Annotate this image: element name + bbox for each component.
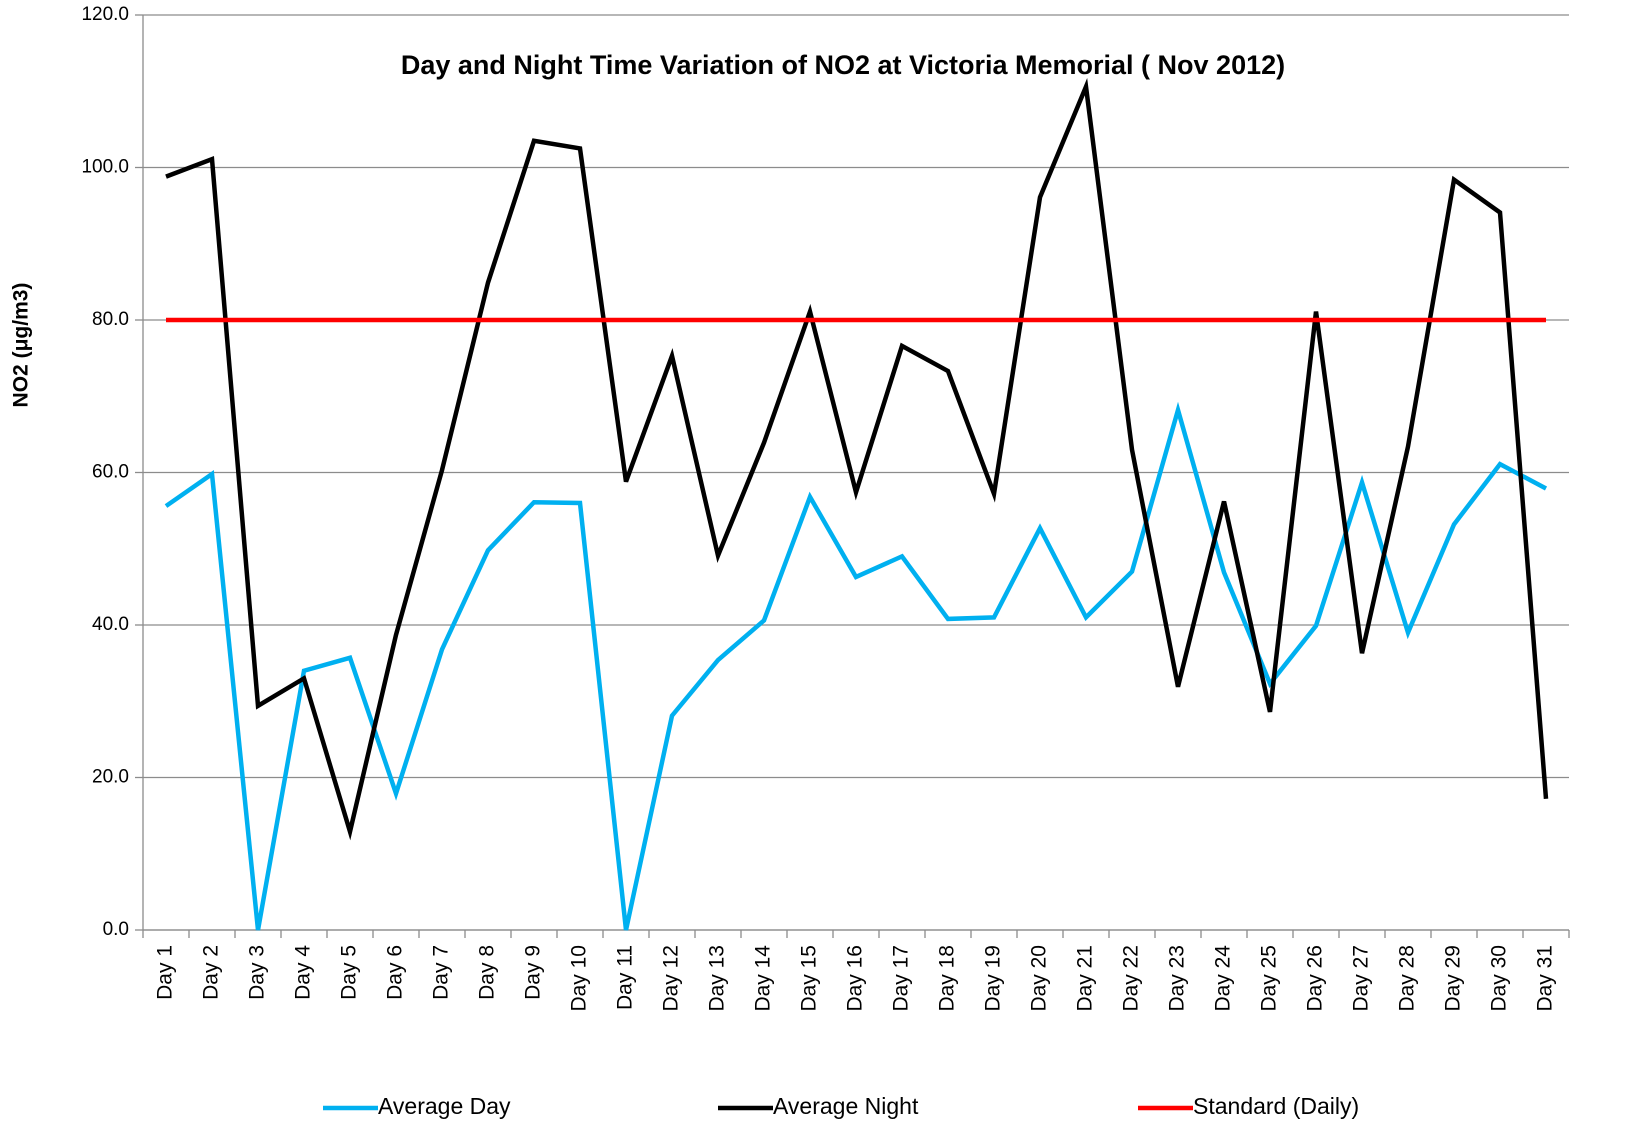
line-series <box>165 78 1549 841</box>
y-tick-label: 40.0 <box>92 614 129 635</box>
x-tick-label: Day 7 <box>430 945 453 1000</box>
x-tick-label: Day 1 <box>154 945 177 1000</box>
y-tick-label: 60.0 <box>92 462 129 483</box>
x-tick-label: Day 25 <box>1258 945 1281 1012</box>
x-tick-label: Day 29 <box>1442 945 1465 1012</box>
x-tick-label: Day 20 <box>1028 945 1051 1012</box>
x-tick-label: Day 6 <box>384 945 407 1000</box>
x-tick-label: Day 2 <box>200 945 223 1000</box>
x-tick-label: Day 31 <box>1534 945 1557 1012</box>
y-tick-label: 80.0 <box>92 309 129 330</box>
x-tick-label: Day 8 <box>476 945 499 1000</box>
y-tick-label: 20.0 <box>92 767 129 788</box>
y-tick-label: 100.0 <box>81 157 129 178</box>
x-tick-label: Day 4 <box>292 945 315 1000</box>
x-tick-label: Day 28 <box>1396 945 1419 1012</box>
x-tick-label: Day 22 <box>1120 945 1143 1012</box>
x-tick-label: Day 5 <box>338 945 361 1000</box>
legend-label: Average Night <box>773 1093 919 1119</box>
x-tick-label: Day 26 <box>1304 945 1327 1012</box>
legend-label: Average Day <box>378 1093 511 1119</box>
y-axis-label: NO2 (μg/m3) <box>10 283 33 408</box>
x-tick-label: Day 21 <box>1074 945 1097 1012</box>
x-tick-label: Day 18 <box>936 945 959 1012</box>
line-series <box>164 401 1548 931</box>
chart-title: Day and Night Time Variation of NO2 at V… <box>401 50 1285 80</box>
x-tick-label: Day 19 <box>982 945 1005 1012</box>
y-tick-label: 120.0 <box>81 4 129 25</box>
x-tick-label: Day 11 <box>614 945 637 1010</box>
x-tick-label: Day 15 <box>798 945 821 1012</box>
y-tick-label: 0.0 <box>103 919 129 940</box>
x-tick-label: Day 13 <box>706 945 729 1012</box>
x-tick-label: Day 24 <box>1212 945 1235 1012</box>
x-tick-label: Day 3 <box>246 945 269 1000</box>
x-tick-label: Day 10 <box>568 945 591 1012</box>
x-tick-label: Day 30 <box>1488 945 1511 1012</box>
x-tick-label: Day 16 <box>844 945 867 1012</box>
x-tick-label: Day 17 <box>890 945 913 1012</box>
x-tick-label: Day 27 <box>1350 945 1373 1012</box>
x-tick-label: Day 23 <box>1166 945 1189 1012</box>
x-tick-label: Day 12 <box>660 945 683 1012</box>
x-tick-label: Day 9 <box>522 945 545 1000</box>
x-tick-label: Day 14 <box>752 945 775 1012</box>
legend-label: Standard (Daily) <box>1193 1093 1359 1119</box>
